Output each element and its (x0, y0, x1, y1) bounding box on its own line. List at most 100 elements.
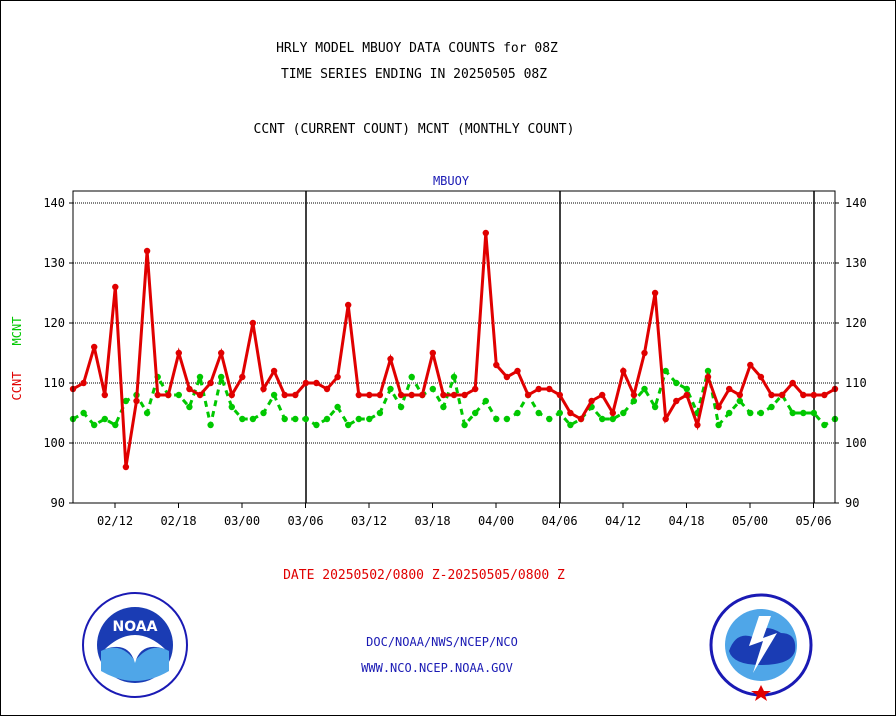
data-point-ccnt (747, 361, 754, 369)
data-point-ccnt (609, 409, 616, 417)
data-point-ccnt (546, 385, 553, 393)
data-point-mcnt (609, 415, 616, 423)
data-point-ccnt (588, 397, 595, 405)
data-point-mcnt (535, 409, 542, 417)
data-point-mcnt (503, 415, 511, 423)
ylabel-mcnt: MCNT (10, 317, 24, 346)
footer-link-www[interactable]: WWW.NCO.NCEP.NOAA.GOV (361, 661, 513, 675)
data-point-ccnt (599, 391, 606, 399)
series-ccnt (69, 229, 839, 471)
x-tick-label: 02/12 (97, 514, 133, 528)
data-point-ccnt (630, 391, 638, 399)
data-point-ccnt (101, 391, 109, 399)
data-point-ccnt (694, 421, 701, 429)
data-point-mcnt (196, 373, 204, 381)
data-point-mcnt (450, 373, 458, 381)
data-point-mcnt (800, 409, 807, 417)
data-point-mcnt (302, 415, 309, 423)
data-point-mcnt (546, 415, 553, 423)
data-point-mcnt (101, 415, 109, 423)
data-point-mcnt (207, 421, 214, 429)
data-point-ccnt (408, 391, 415, 399)
y-tick-label-left: 90 (51, 496, 65, 510)
data-point-mcnt (514, 409, 521, 417)
data-point-mcnt (112, 421, 119, 429)
data-point-mcnt (599, 415, 606, 423)
data-point-ccnt (323, 385, 331, 393)
series-line-ccnt (72, 232, 836, 468)
data-point-mcnt (620, 409, 627, 417)
data-point-mcnt (175, 391, 182, 399)
data-point-mcnt (376, 409, 384, 417)
data-point-ccnt (175, 349, 182, 357)
data-point-ccnt (218, 349, 225, 357)
x-tick-label: 03/12 (351, 514, 387, 528)
data-point-mcnt (80, 409, 87, 417)
data-point-mcnt (556, 409, 563, 417)
data-point-ccnt (239, 373, 246, 381)
data-point-mcnt (472, 409, 479, 417)
data-point-ccnt (651, 289, 659, 297)
data-point-ccnt (112, 283, 119, 291)
data-point-mcnt (567, 421, 574, 429)
data-point-mcnt (186, 403, 193, 411)
series-mcnt (69, 367, 839, 429)
data-point-mcnt (641, 385, 648, 393)
data-point-mcnt (270, 391, 278, 399)
y-tick-label-right: 110 (845, 376, 867, 390)
data-point-mcnt (715, 421, 722, 429)
data-point-ccnt (270, 367, 278, 375)
data-point-mcnt (493, 415, 500, 423)
data-point-ccnt (482, 229, 489, 237)
data-point-mcnt (143, 409, 151, 417)
data-point-mcnt (768, 403, 775, 411)
data-point-ccnt (620, 367, 627, 375)
x-tick-label: 04/12 (605, 514, 641, 528)
data-point-mcnt (704, 367, 712, 375)
chart-title-line2: TIME SERIES ENDING IN 20250505 08Z (281, 67, 547, 82)
data-point-mcnt (683, 385, 690, 393)
data-point-ccnt (313, 379, 320, 387)
data-point-ccnt (556, 391, 563, 399)
data-point-mcnt (334, 403, 341, 411)
data-point-ccnt (196, 391, 204, 399)
data-point-ccnt (228, 391, 235, 399)
data-point-mcnt (747, 409, 754, 417)
data-point-mcnt (218, 373, 225, 381)
data-point-mcnt (673, 379, 680, 387)
data-point-mcnt (366, 415, 373, 423)
data-point-mcnt (292, 415, 299, 423)
y-tick-label-right: 130 (845, 256, 867, 270)
data-point-ccnt (133, 397, 140, 405)
data-point-ccnt (810, 391, 817, 399)
plot-title: MBUOY (433, 174, 470, 188)
data-point-ccnt (419, 391, 426, 399)
data-point-ccnt (662, 415, 669, 423)
x-tick-label: 05/06 (795, 514, 831, 528)
data-point-ccnt (514, 367, 521, 375)
footer-link-doc[interactable]: DOC/NOAA/NWS/NCEP/NCO (366, 635, 518, 649)
ylabel-ccnt: CCNT (10, 372, 24, 401)
data-point-mcnt (482, 397, 489, 405)
data-point-mcnt (630, 397, 638, 405)
data-point-mcnt (281, 415, 288, 423)
data-point-ccnt (122, 463, 130, 471)
data-point-mcnt (323, 415, 331, 423)
data-point-ccnt (789, 379, 796, 387)
data-point-ccnt (461, 391, 468, 399)
data-point-ccnt (673, 397, 680, 405)
noaa-logo-text: NOAA (113, 619, 158, 635)
data-point-ccnt (757, 373, 765, 381)
plot-border (72, 190, 836, 504)
data-point-ccnt (493, 361, 500, 369)
data-point-mcnt (355, 415, 362, 423)
data-point-mcnt (313, 421, 320, 429)
x-ticks: 02/12 02/18 03/00 03/06 03/12 03/18 04/00 04/06… (97, 503, 832, 528)
x-tick-label: 05/00 (732, 514, 768, 528)
chart-title-line3: CCNT (CURRENT COUNT) MCNT (MONTHLY COUNT… (254, 122, 575, 137)
data-point-ccnt (143, 247, 151, 255)
data-point-ccnt (376, 391, 384, 399)
data-point-ccnt (355, 391, 362, 399)
data-point-ccnt (429, 349, 436, 357)
